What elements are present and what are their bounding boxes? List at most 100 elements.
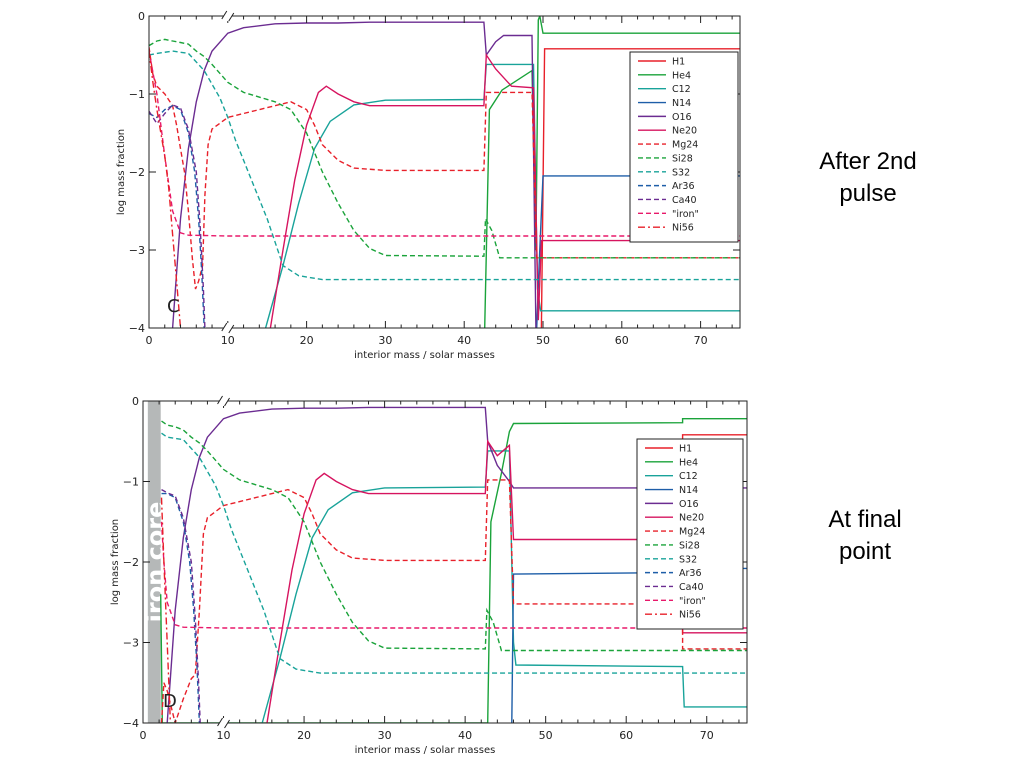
legend-label-h1: H1 [672, 57, 685, 68]
series-line-o16 [166, 406, 747, 723]
caption-bottom-line1: At final [828, 506, 902, 533]
y-tick-label: 0 [132, 395, 139, 408]
series-line-ni56 [160, 497, 172, 723]
series-line-iron [149, 50, 740, 237]
series-line-o16 [171, 21, 537, 328]
legend-label-ni56: Ni56 [672, 223, 694, 234]
x-tick-label: 30 [378, 334, 392, 347]
caption-top-line1: After 2nd [819, 148, 917, 175]
series-line-ne20 [266, 439, 747, 723]
y-tick-label: −1 [129, 88, 145, 101]
caption-top-line2: pulse [839, 180, 897, 207]
legend-label-n14: N14 [679, 485, 698, 496]
series-line-ne20 [269, 52, 740, 328]
chart-panel-c: 0 10 20 30 40 50 60 70 0 −1 −2 −3 −4 interior mass / … [116, 10, 741, 361]
x-tick-label: 50 [539, 729, 553, 742]
y-axis-label: log mass fraction [110, 519, 121, 605]
legend-label-he4: He4 [672, 70, 691, 81]
x-tick-label: 10 [221, 334, 235, 347]
axis-break-mask [219, 718, 228, 728]
axis-break-mark [221, 322, 235, 334]
legend-label-si28: Si28 [679, 540, 700, 551]
x-axis-label: interior mass / solar masses [354, 350, 495, 361]
panel-label: D [163, 691, 177, 712]
y-tick-label: −3 [123, 637, 139, 650]
y-tick-label: −4 [123, 717, 139, 730]
x-tick-label: 20 [300, 334, 314, 347]
legend-label-s32: S32 [672, 167, 690, 178]
series-line-ca40 [161, 488, 201, 723]
legend-label-ca40: Ca40 [679, 582, 704, 593]
series-group [160, 406, 747, 723]
legend-label-h1: H1 [679, 444, 692, 455]
legend-label-o16: O16 [672, 112, 692, 123]
legend-label-ca40: Ca40 [672, 195, 697, 206]
axis-break-mark [217, 717, 230, 729]
legend-label-si28: Si28 [672, 153, 693, 164]
legend-box [629, 51, 739, 243]
legend-label-iron: "iron" [679, 596, 706, 607]
panel-label: C [167, 296, 180, 317]
x-tick-label: 70 [694, 334, 708, 347]
legend-label-mg24: Mg24 [679, 527, 705, 538]
series-line-h1 [540, 48, 740, 328]
legend-label-s32: S32 [679, 554, 697, 565]
legend-label-ar36: Ar36 [672, 181, 695, 192]
y-tick-label: 0 [138, 10, 145, 23]
axis-break-mark [221, 10, 235, 22]
x-tick-label: 0 [140, 729, 147, 742]
legend-label-o16: O16 [679, 499, 699, 510]
legend-label-n14: N14 [672, 98, 691, 109]
legend-label-ar36: Ar36 [679, 568, 702, 579]
x-tick-label: 40 [458, 729, 472, 742]
series-line-he4 [160, 418, 747, 723]
series-group [149, 16, 740, 328]
series-line-mg24 [160, 479, 747, 723]
legend-label-ne20: Ne20 [672, 126, 697, 137]
legend-label-ni56: Ni56 [679, 610, 701, 621]
caption-after-2nd-pulse: After 2nd pulse [768, 146, 968, 210]
x-tick-label: 20 [297, 729, 311, 742]
series-line-s32 [161, 432, 747, 674]
x-tick-label: 10 [217, 729, 231, 742]
legend: H1 He4 C12 N14 O16 Ne20 Mg24 Si28 S32 Ar36 Ca40 "ir… [636, 438, 744, 630]
x-tick-label: 40 [457, 334, 471, 347]
caption-at-final-point: At final point [765, 504, 965, 568]
x-tick-label: 30 [378, 729, 392, 742]
x-tick-label: 50 [536, 334, 550, 347]
axis-break-mark [217, 395, 230, 407]
x-tick-label: 60 [615, 334, 629, 347]
legend-label-mg24: Mg24 [672, 140, 698, 151]
series-line-ca40 [149, 104, 206, 328]
series-line-ar36 [149, 104, 205, 328]
x-tick-label: 0 [146, 334, 153, 347]
legend: H1 He4 C12 N14 O16 Ne20 Mg24 Si28 S32 Ar36 Ca40 "ir… [629, 51, 739, 243]
series-line-ar36 [161, 492, 201, 723]
y-tick-label: −4 [129, 322, 145, 335]
series-line-mg24 [149, 47, 740, 290]
x-tick-label: 70 [700, 729, 714, 742]
legend-label-ne20: Ne20 [679, 513, 704, 524]
series-line-ni56 [149, 51, 182, 328]
x-tick-label: 60 [619, 729, 633, 742]
legend-label-iron: "iron" [672, 209, 699, 220]
legend-box [636, 438, 744, 630]
axis-break-mask [223, 11, 232, 21]
legend-label-c12: C12 [679, 471, 698, 482]
y-tick-label: −3 [129, 244, 145, 257]
series-line-si28 [149, 38, 740, 259]
x-axis-label: interior mass / solar masses [355, 745, 496, 756]
axis-break-mask [223, 323, 232, 333]
y-tick-label: −2 [123, 556, 139, 569]
y-tick-label: −1 [123, 476, 139, 489]
legend-label-he4: He4 [679, 457, 698, 468]
caption-bottom-line2: point [838, 538, 892, 565]
y-tick-label: −2 [129, 166, 145, 179]
axis-break-mask [219, 396, 228, 406]
legend-label-c12: C12 [672, 84, 691, 95]
series-line-s32 [149, 50, 740, 281]
y-axis-label: log mass fraction [116, 129, 127, 215]
iron-core-region [147, 401, 161, 723]
